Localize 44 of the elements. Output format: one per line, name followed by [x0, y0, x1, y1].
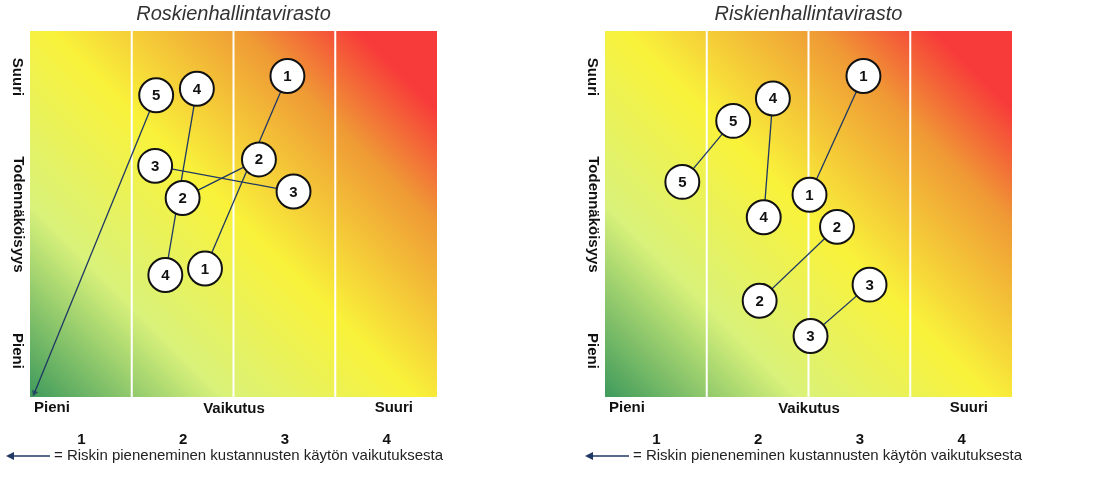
text: 2 [254, 150, 264, 168]
text: Suuri [585, 57, 602, 97]
x-axis-title: Vaikutus [203, 398, 265, 416]
text: Pieni [585, 333, 602, 369]
series-label: 4 [759, 208, 769, 226]
text: Suuri [374, 398, 413, 415]
y-axis-title: Todennäköisyys [10, 156, 28, 273]
text: 5 [729, 111, 738, 129]
text: Suuri [949, 398, 988, 415]
text: Pieni [609, 398, 645, 415]
text: 4 [768, 89, 778, 107]
x-axis-title: Vaikutus [778, 398, 840, 416]
x-tick-label: 4 [957, 429, 967, 447]
text: Suuri [10, 57, 27, 97]
x-tick-label: 1 [77, 429, 86, 447]
x-tick-label: 3 [855, 429, 865, 447]
series-label: 1 [200, 259, 210, 277]
text: 3 [150, 156, 160, 174]
chart-title: Riskienhallintavirasto [714, 2, 903, 24]
series-label: 1 [805, 185, 814, 203]
x-tick-label: 4 [382, 429, 392, 447]
series-label: 3 [289, 182, 298, 200]
series-label: 2 [178, 188, 187, 206]
chart-title: Roskienhallintavirasto [136, 2, 331, 24]
series-label: 5 [678, 172, 687, 190]
point [138, 77, 175, 114]
text: 3 [865, 275, 874, 293]
text: 1 [283, 66, 292, 84]
text: = Riskin pieneneminen kustannusten käytön vaikutuksesta [633, 446, 1022, 463]
series-label: 2 [755, 291, 764, 309]
series-label: 5 [152, 86, 161, 104]
x-tick-label: 2 [753, 429, 763, 447]
x-tick-label: 1 [652, 429, 661, 447]
text: = Riskin pieneneminen kustannusten käytön vaikutuksesta [54, 446, 443, 463]
text: Pieni [34, 398, 70, 415]
y-axis-title: Todennäköisyys [585, 156, 603, 273]
series-label: 4 [161, 266, 171, 283]
text: 2 [832, 217, 842, 235]
series-label: 3 [806, 327, 815, 344]
text: 1 [859, 66, 868, 84]
x-tick-label: 2 [178, 429, 188, 447]
text: 4 [192, 79, 202, 97]
text: Pieni [10, 333, 27, 369]
x-tick-label: 3 [280, 429, 290, 447]
